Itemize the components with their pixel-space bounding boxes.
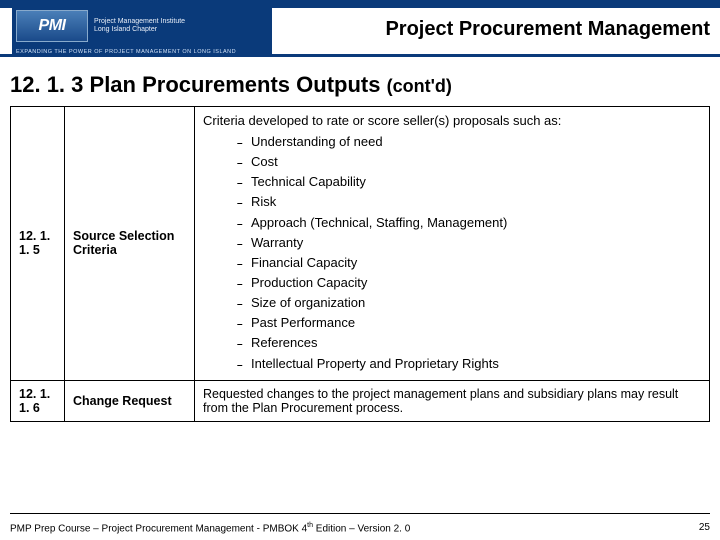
criteria-item: –Warranty — [237, 233, 701, 253]
criteria-text: References — [251, 333, 317, 353]
criteria-item: –Risk — [237, 192, 701, 212]
criteria-text: Financial Capacity — [251, 253, 357, 273]
criteria-item: –Approach (Technical, Staffing, Manageme… — [237, 213, 701, 233]
bullet-icon: – — [237, 176, 251, 192]
org-line2: Long Island Chapter — [94, 26, 185, 34]
row-name: Source Selection Criteria — [65, 107, 195, 381]
table-row: 12. 1. 1. 5 Source Selection Criteria Cr… — [11, 107, 710, 381]
criteria-text: Past Performance — [251, 313, 355, 333]
criteria-item: –Production Capacity — [237, 273, 701, 293]
logo-org-text: Project Management Institute Long Island… — [94, 18, 185, 35]
org-line1: Project Management Institute — [94, 18, 185, 26]
header-divider — [0, 54, 720, 57]
bullet-icon: – — [237, 257, 251, 273]
section-title: 12. 1. 3 Plan Procurements Outputs (cont… — [10, 72, 710, 98]
bullet-icon: – — [237, 196, 251, 212]
bullet-icon: – — [237, 277, 251, 293]
footer-text-post: Edition – Version 2. 0 — [313, 523, 410, 534]
row-description: Criteria developed to rate or score sell… — [195, 107, 710, 381]
bullet-icon: – — [237, 358, 251, 374]
criteria-text: Intellectual Property and Proprietary Ri… — [251, 354, 499, 374]
row-description: Requested changes to the project managem… — [195, 380, 710, 421]
bullet-icon: – — [237, 217, 251, 233]
logo-area: PMI Project Management Institute Long Is… — [12, 4, 272, 48]
criteria-list: –Understanding of need–Cost–Technical Ca… — [237, 132, 701, 374]
footer-divider — [10, 513, 710, 514]
criteria-item: –Size of organization — [237, 293, 701, 313]
row-number: 12. 1. 1. 6 — [11, 380, 65, 421]
criteria-item: –Cost — [237, 152, 701, 172]
criteria-text: Warranty — [251, 233, 303, 253]
page-title: Project Procurement Management — [385, 18, 710, 41]
criteria-item: –Past Performance — [237, 313, 701, 333]
section-contd: (cont'd) — [387, 76, 452, 96]
bullet-icon: – — [237, 136, 251, 152]
bullet-icon: – — [237, 317, 251, 333]
criteria-item: –Understanding of need — [237, 132, 701, 152]
criteria-intro: Criteria developed to rate or score sell… — [203, 113, 701, 128]
bullet-icon: – — [237, 237, 251, 253]
section-heading: Plan Procurements Outputs — [90, 72, 381, 97]
header: PMI Project Management Institute Long Is… — [0, 0, 720, 58]
footer-text-pre: PMP Prep Course – Project Procurement Ma… — [10, 523, 307, 534]
criteria-text: Size of organization — [251, 293, 365, 313]
logo-box: PMI — [16, 10, 88, 42]
criteria-item: –Financial Capacity — [237, 253, 701, 273]
criteria-text: Technical Capability — [251, 172, 366, 192]
row-number: 12. 1. 1. 5 — [11, 107, 65, 381]
footer: PMP Prep Course – Project Procurement Ma… — [10, 522, 710, 534]
criteria-item: –Intellectual Property and Proprietary R… — [237, 354, 701, 374]
criteria-text: Understanding of need — [251, 132, 383, 152]
bullet-icon: – — [237, 337, 251, 353]
bullet-icon: – — [237, 297, 251, 313]
outputs-table: 12. 1. 1. 5 Source Selection Criteria Cr… — [10, 106, 710, 422]
table-row: 12. 1. 1. 6 Change Request Requested cha… — [11, 380, 710, 421]
criteria-text: Cost — [251, 152, 278, 172]
criteria-text: Approach (Technical, Staffing, Managemen… — [251, 213, 507, 233]
section-number: 12. 1. 3 — [10, 72, 83, 97]
footer-left: PMP Prep Course – Project Procurement Ma… — [10, 522, 410, 534]
criteria-item: –References — [237, 333, 701, 353]
page-number: 25 — [699, 522, 710, 534]
row-name: Change Request — [65, 380, 195, 421]
bullet-icon: – — [237, 156, 251, 172]
criteria-item: –Technical Capability — [237, 172, 701, 192]
logo-pmi-text: PMI — [39, 17, 66, 35]
criteria-text: Production Capacity — [251, 273, 367, 293]
criteria-text: Risk — [251, 192, 276, 212]
